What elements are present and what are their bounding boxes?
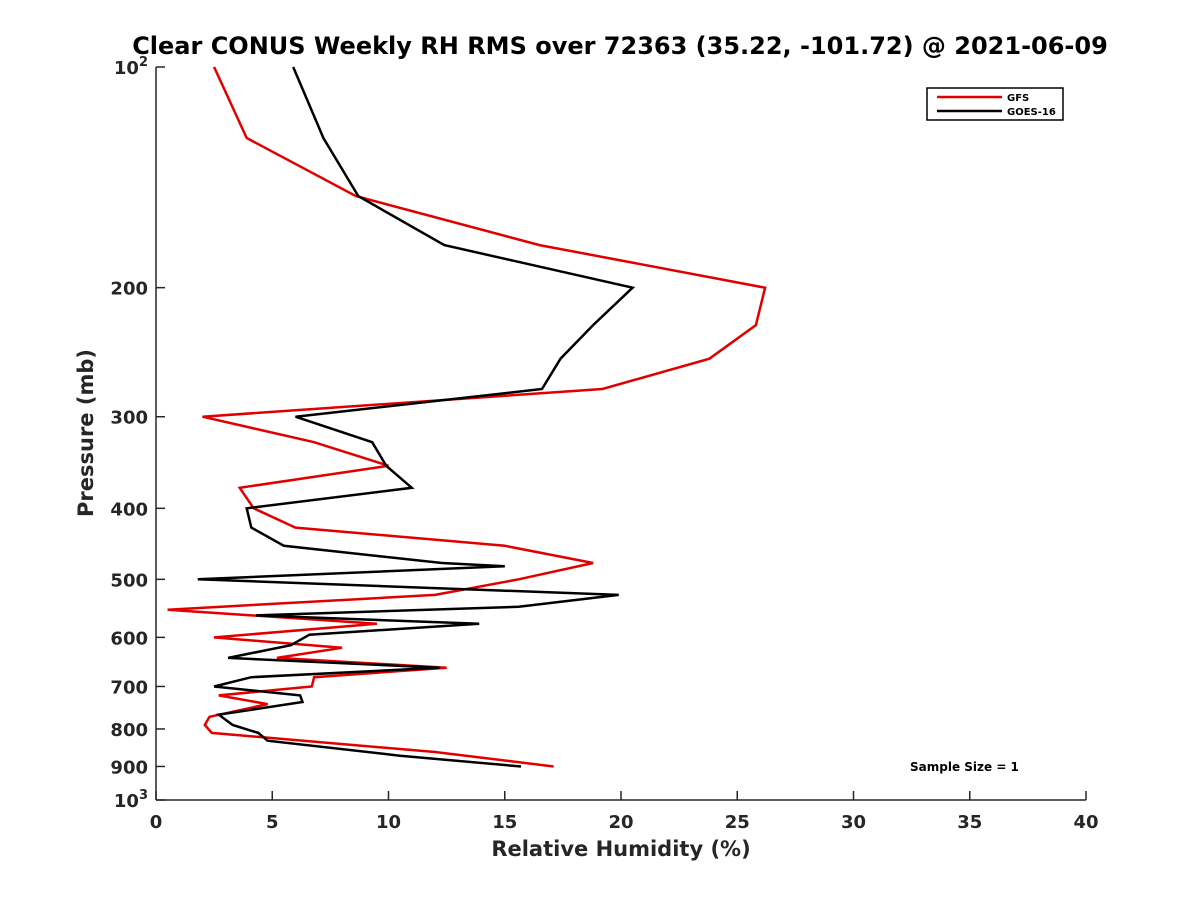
legend-box xyxy=(926,87,1064,121)
x-tick-label: 0 xyxy=(150,812,163,833)
y-tick-label: 700 xyxy=(110,677,148,698)
legend: GFS GOES-16 xyxy=(926,87,1064,121)
legend-label-goes16: GOES-16 xyxy=(1007,107,1056,118)
y-axis-ticks: 102 200 300 400 500 600 700 800 900 103 xyxy=(110,55,165,812)
x-axis-label: Relative Humidity (%) xyxy=(491,837,750,861)
series-layer xyxy=(167,66,767,768)
x-tick-label: 40 xyxy=(1073,812,1098,833)
x-tick-label: 20 xyxy=(608,812,633,833)
y-tick-label: 600 xyxy=(110,628,148,649)
x-tick-label: 10 xyxy=(376,812,401,833)
y-axis-label: Pressure (mb) xyxy=(74,349,98,517)
x-tick-label: 30 xyxy=(841,812,866,833)
x-tick-label: 5 xyxy=(266,812,279,833)
y-tick-label: 400 xyxy=(110,499,148,520)
y-tick-label: 300 xyxy=(110,408,148,429)
plot-area: 0 5 10 15 20 25 30 35 40 102 200 300 400 500 600 700 80… xyxy=(110,55,1098,833)
y-tick-label: 900 xyxy=(110,757,148,778)
sample-size-annotation: Sample Size = 1 xyxy=(910,760,1019,774)
x-tick-label: 25 xyxy=(725,812,750,833)
y-tick-label: 102 xyxy=(114,55,148,79)
y-tick-label: 800 xyxy=(110,720,148,741)
chart-title: Clear CONUS Weekly RH RMS over 72363 (35… xyxy=(132,32,1108,60)
y-tick-label: 200 xyxy=(110,279,148,300)
plot-background xyxy=(156,67,1086,800)
series-line-goes16 xyxy=(197,66,636,768)
y-tick-label: 500 xyxy=(110,570,148,591)
x-axis-ticks: 0 5 10 15 20 25 30 35 40 xyxy=(150,791,1099,833)
x-tick-label: 35 xyxy=(957,812,982,833)
legend-label-gfs: GFS xyxy=(1007,93,1029,104)
y-tick-label: 103 xyxy=(114,788,148,812)
x-tick-label: 15 xyxy=(492,812,517,833)
